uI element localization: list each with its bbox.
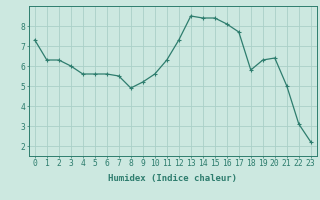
X-axis label: Humidex (Indice chaleur): Humidex (Indice chaleur) [108,174,237,183]
